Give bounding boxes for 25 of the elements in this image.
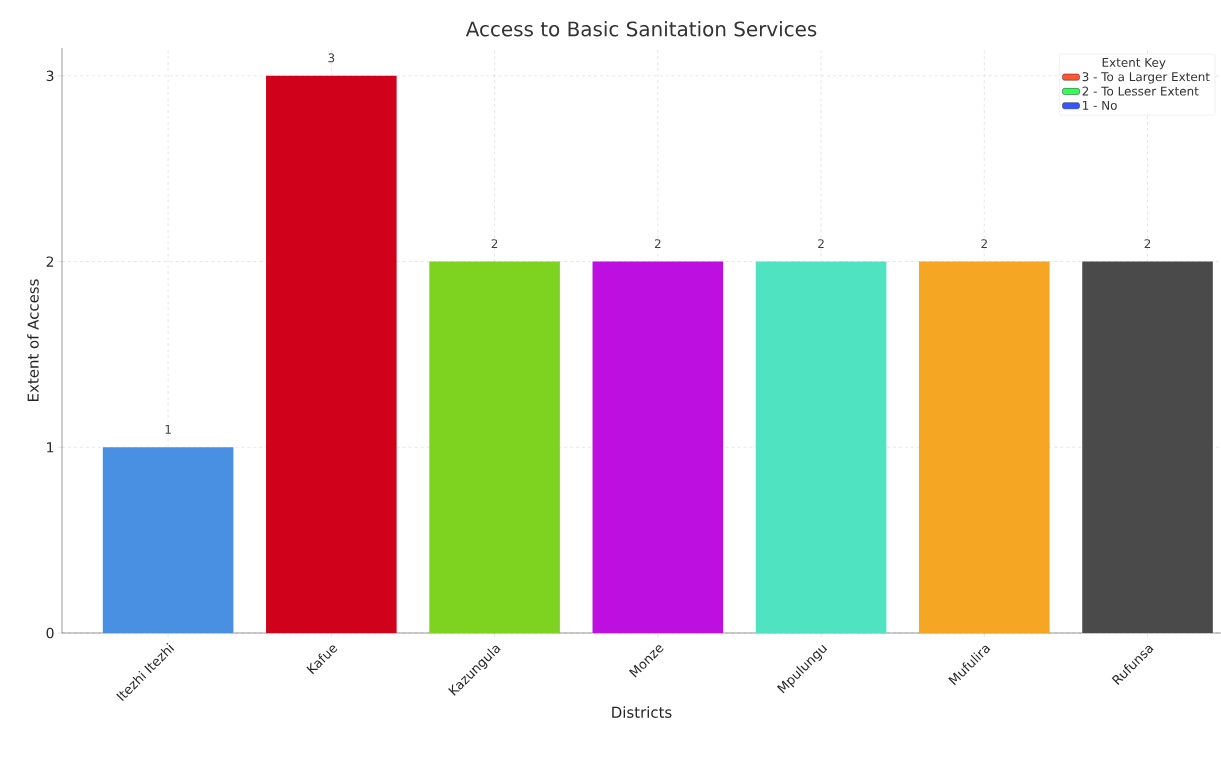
bar — [919, 261, 1050, 633]
bar — [429, 261, 560, 633]
bar — [266, 75, 397, 633]
y-tick-label: 1 — [47, 442, 54, 453]
legend-label: 1 - No — [1083, 100, 1117, 110]
data-label: 1 — [165, 425, 171, 434]
y-axis-title: Extent of Access — [27, 279, 39, 401]
legend-title: Extent Key — [1102, 58, 1166, 70]
data-label: 2 — [981, 239, 987, 249]
y-tick-label: 2 — [46, 256, 54, 267]
bar — [592, 261, 724, 633]
data-label: 2 — [491, 239, 498, 249]
chart-title: Access to Basic Sanitation Services — [465, 21, 817, 37]
y-tick-label: 3 — [46, 70, 54, 82]
data-label: 2 — [818, 239, 824, 249]
data-label: 2 — [1144, 239, 1151, 249]
legend-label: 3 - To a Larger Extent — [1082, 72, 1210, 84]
data-label: 2 — [654, 239, 661, 249]
x-axis-title: Districts — [612, 706, 672, 718]
data-label: 3 — [328, 53, 335, 63]
legend-label: 2 - To Lesser Extent — [1082, 86, 1199, 96]
bar — [102, 447, 234, 633]
bar — [1082, 261, 1213, 633]
y-tick-label: 0 — [46, 627, 54, 639]
bar — [755, 261, 887, 633]
